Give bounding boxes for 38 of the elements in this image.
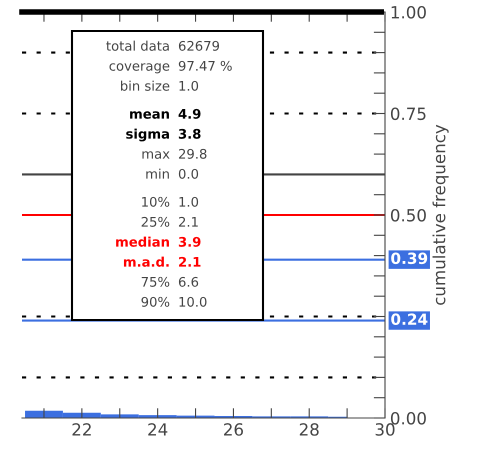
x-tick-label: 30 — [376, 423, 394, 436]
annotation: 10% — [142, 196, 170, 207]
annotation: 2.1 — [179, 256, 200, 267]
annotation: 6.6 — [178, 276, 198, 287]
y-tick-label: 0.75 — [390, 107, 426, 120]
annotation: 3.8 — [178, 128, 201, 139]
annotation: sigma — [126, 128, 169, 142]
annotation: coverage — [109, 63, 170, 74]
y-axis-title: cumulative frequency — [432, 124, 449, 305]
annotation: 1.0 — [179, 80, 198, 91]
annotation: 90% — [142, 296, 170, 307]
annotation: min — [146, 168, 169, 179]
annotation: 97.47 % — [178, 60, 232, 71]
ref-line-label: 0.24 — [391, 313, 428, 325]
ref-line-label: 0.39 — [391, 252, 428, 264]
annotation: mean — [130, 111, 169, 119]
annotation: 75% — [142, 276, 170, 287]
annotation: m.a.d. — [124, 256, 169, 267]
annotation: 29.8 — [178, 148, 206, 159]
x-tick-label: 22 — [72, 423, 91, 436]
x-tick-label: 26 — [224, 423, 243, 436]
x-tick-label: 28 — [300, 423, 319, 436]
annotation: median — [116, 236, 169, 247]
annotation: 0.0 — [178, 168, 198, 179]
annotation: 4.9 — [178, 108, 201, 119]
annotation: total data — [106, 40, 169, 51]
annotation: bin size — [121, 80, 170, 91]
annotation: 62679 — [178, 40, 220, 51]
annotation: 10.0 — [179, 296, 206, 307]
y-tick-label: 1.00 — [392, 6, 426, 19]
y-tick-label: 0.50 — [390, 208, 426, 222]
x-tick-label: 24 — [148, 423, 168, 436]
y-tick-label: 0.00 — [390, 412, 426, 425]
annotation: 2.1 — [178, 216, 198, 227]
annotation: 1.0 — [179, 196, 198, 207]
annotation: 3.9 — [178, 236, 201, 247]
annotation: max — [142, 151, 170, 159]
annotation: 25% — [142, 216, 170, 227]
